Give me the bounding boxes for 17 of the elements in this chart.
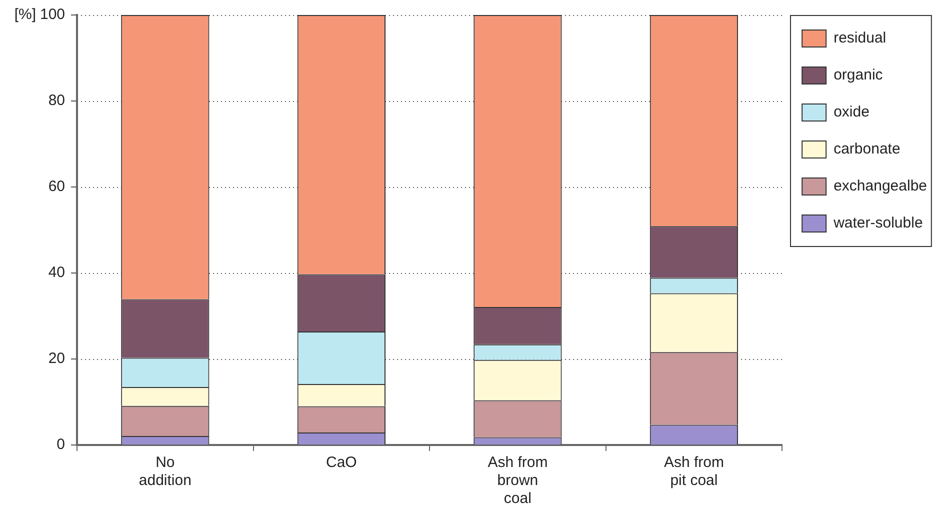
y-tick-label: 80 bbox=[48, 92, 66, 110]
y-axis-title: [%] bbox=[14, 6, 36, 24]
legend-label: exchangealbe bbox=[834, 178, 928, 195]
y-tick-label: 0 bbox=[56, 436, 66, 454]
legend-label: water-soluble bbox=[832, 214, 923, 232]
x-tick-label: CaO bbox=[326, 454, 357, 472]
legend-label: organic bbox=[834, 66, 884, 84]
y-tick-label: 60 bbox=[48, 178, 66, 196]
y-tick-label: 40 bbox=[48, 264, 66, 282]
legend-label: oxide bbox=[834, 104, 870, 121]
legend-label: residual bbox=[834, 30, 886, 47]
legend-label: carbonate bbox=[834, 140, 900, 158]
x-tick-label: Ash from brown coal bbox=[488, 454, 548, 508]
x-tick-label: No addition bbox=[138, 454, 192, 490]
y-tick-label: 20 bbox=[48, 350, 66, 368]
y-tick-label: 100 bbox=[40, 6, 66, 24]
x-tick-label: Ash from pit coal bbox=[664, 454, 724, 490]
